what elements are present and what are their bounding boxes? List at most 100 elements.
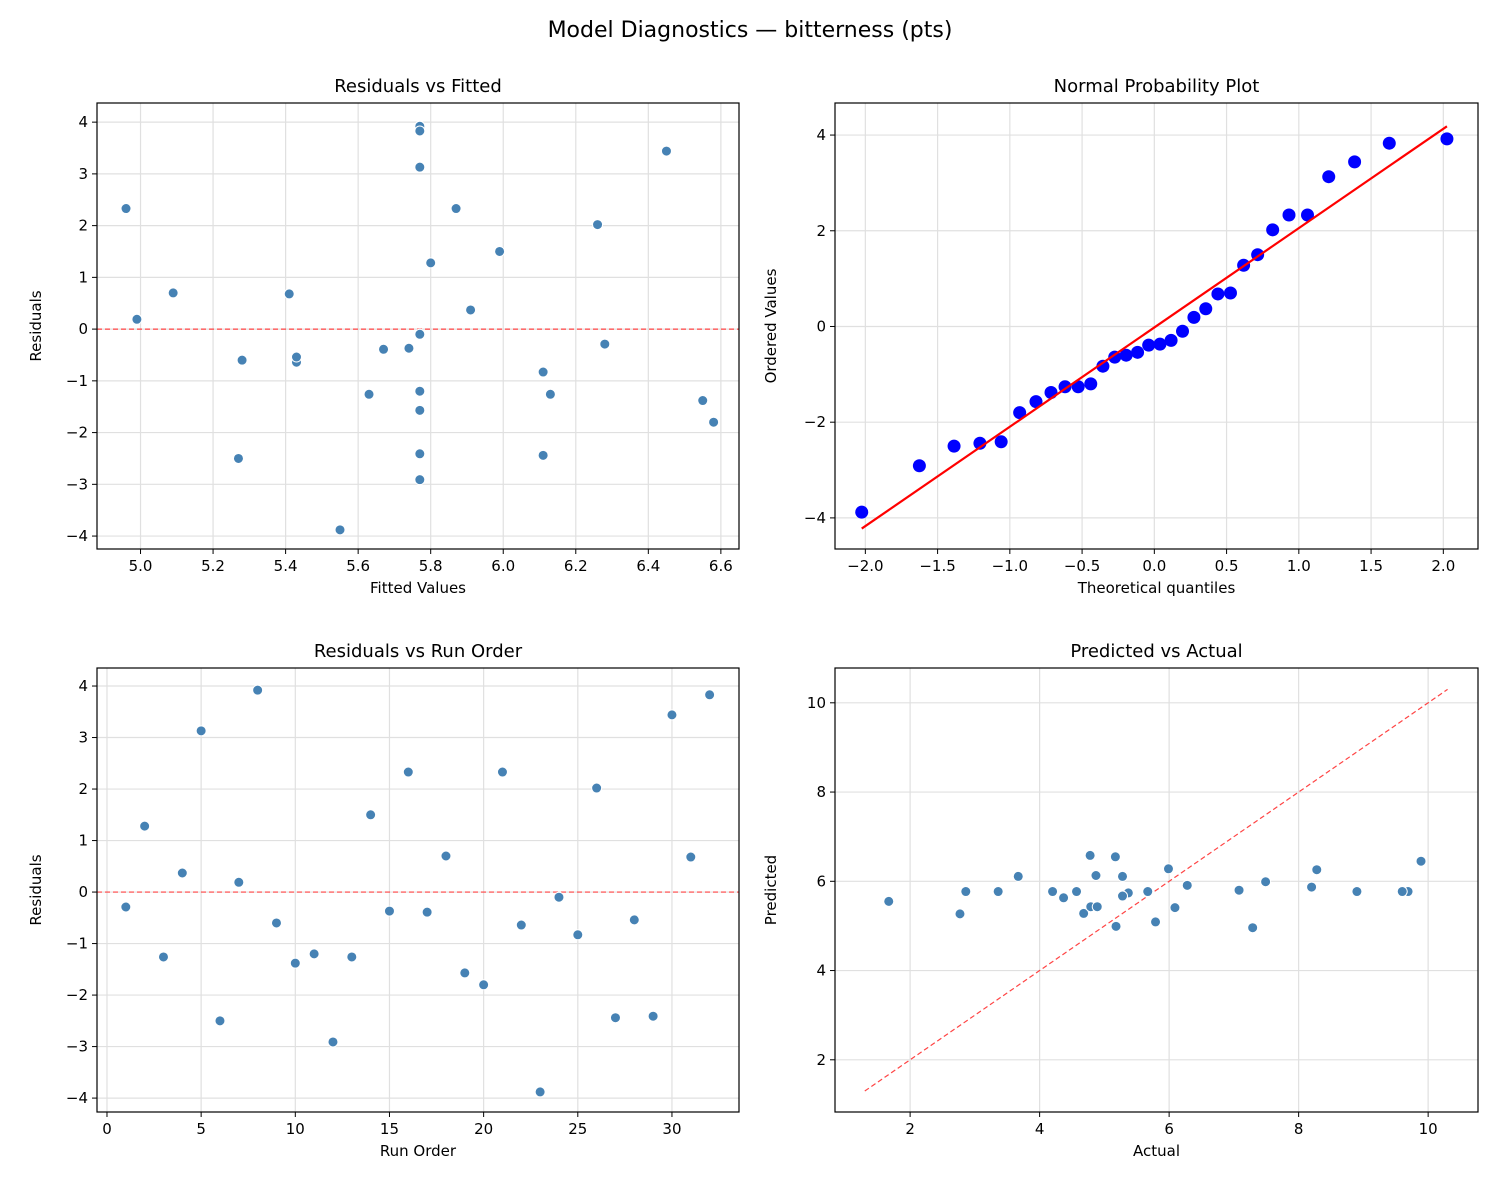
qq-point	[973, 436, 987, 450]
data-point	[1247, 922, 1259, 934]
data-point	[537, 366, 549, 378]
x-tick-label: 5.8	[419, 557, 443, 575]
qq-point	[1382, 136, 1396, 150]
axes-frame	[96, 667, 740, 1113]
x-tick-label: 4	[1035, 1120, 1045, 1138]
data-point	[1142, 886, 1154, 898]
data-point	[591, 782, 603, 794]
axes-frame	[834, 102, 1479, 550]
x-tick-label: 5.6	[346, 557, 370, 575]
data-point	[704, 689, 716, 701]
subplot-title: Residuals vs Run Order	[314, 641, 523, 662]
y-tick-label: −4	[804, 509, 826, 527]
x-axis-label: Fitted Values	[370, 579, 466, 597]
axes-frame	[96, 102, 740, 550]
data-point	[496, 766, 508, 778]
qq-point	[1187, 310, 1201, 324]
data-point	[195, 725, 207, 737]
data-point	[1117, 870, 1129, 882]
data-point	[544, 388, 556, 400]
data-point	[478, 979, 490, 991]
data-point	[572, 929, 584, 941]
x-tick-label: 5	[196, 1120, 206, 1138]
data-point	[414, 448, 426, 460]
data-point	[334, 524, 346, 536]
data-point	[1078, 907, 1090, 919]
x-tick-label: 5.2	[201, 557, 225, 575]
data-point	[214, 1015, 226, 1027]
data-point	[697, 395, 709, 407]
data-point	[1109, 851, 1121, 863]
qq-point	[1282, 208, 1296, 222]
y-tick-label: 2	[78, 217, 88, 235]
qq-point	[1108, 350, 1122, 364]
data-point	[167, 287, 179, 299]
x-tick-label: 10	[1419, 1120, 1438, 1138]
y-tick-label: 4	[78, 113, 88, 131]
data-point	[363, 388, 375, 400]
data-point	[120, 203, 132, 215]
data-point	[289, 957, 301, 969]
data-point	[708, 416, 720, 428]
data-point	[1047, 886, 1059, 898]
data-point	[954, 908, 966, 920]
subplot-resid-run: 0 5 10 15 20 25 30 −4 −3 −2 −1 0 1 2 3 4 Residuals vs Ru…	[27, 641, 740, 1160]
data-point	[403, 342, 415, 354]
data-point	[1169, 902, 1181, 914]
data-point	[425, 257, 437, 269]
subplot-resid-fitted: 5.0 5.2 5.4 5.6 5.8 6.0 6.2 6.4 6.6 −4 −3 −2 −1 0 1 2 3 4…	[27, 76, 740, 597]
x-tick-label: 15	[380, 1120, 399, 1138]
y-tick-label: 2	[816, 1051, 826, 1069]
qq-point	[1300, 208, 1314, 222]
x-tick-label: 25	[568, 1120, 587, 1138]
data-point	[1071, 886, 1083, 898]
data-point	[609, 1012, 621, 1024]
x-tick-label: 30	[662, 1120, 681, 1138]
data-point	[1090, 869, 1102, 881]
data-point	[414, 125, 426, 137]
y-tick-label: 4	[78, 677, 88, 695]
y-tick-label: 0	[78, 883, 88, 901]
data-point	[131, 313, 143, 325]
x-tick-label: 6.0	[491, 557, 515, 575]
data-point	[252, 684, 264, 696]
x-tick-label: 5.4	[274, 557, 298, 575]
x-tick-label: 6	[1164, 1120, 1174, 1138]
x-tick-label: 10	[286, 1120, 305, 1138]
qq-point	[1084, 377, 1098, 391]
data-point	[1306, 881, 1318, 893]
data-point	[414, 385, 426, 397]
qq-point	[1071, 380, 1085, 394]
qq-point	[1348, 155, 1362, 169]
data-point	[628, 914, 640, 926]
x-axis-label: Actual	[1133, 1142, 1180, 1160]
y-tick-label: 10	[807, 694, 826, 712]
data-point	[592, 219, 604, 231]
x-tick-label: 0	[102, 1120, 112, 1138]
qq-point	[1096, 359, 1110, 373]
qq-point	[947, 439, 961, 453]
y-tick-label: −4	[66, 1089, 88, 1107]
data-point	[647, 1010, 659, 1022]
x-axis-label: Theoretical quantiles	[1077, 579, 1236, 597]
data-point	[1396, 886, 1408, 898]
x-tick-label: 6.4	[636, 557, 660, 575]
y-tick-label: −2	[804, 413, 826, 431]
y-tick-label: 6	[816, 872, 826, 890]
qq-point	[1044, 386, 1058, 400]
subplot-title: Residuals vs Fitted	[334, 76, 502, 97]
data-point	[450, 203, 462, 215]
identity-reference-line	[864, 688, 1448, 1092]
subplot-title: Normal Probability Plot	[1054, 76, 1260, 97]
data-point	[459, 967, 471, 979]
data-point	[157, 951, 169, 963]
y-axis-label: Predicted	[762, 855, 780, 925]
qq-point	[994, 435, 1008, 449]
data-point	[1415, 855, 1427, 867]
data-point	[1162, 863, 1174, 875]
qq-fit-line	[861, 125, 1448, 530]
qq-point	[855, 505, 869, 519]
qq-point	[1223, 286, 1237, 300]
y-tick-label: 0	[816, 317, 826, 335]
data-point	[992, 886, 1004, 898]
